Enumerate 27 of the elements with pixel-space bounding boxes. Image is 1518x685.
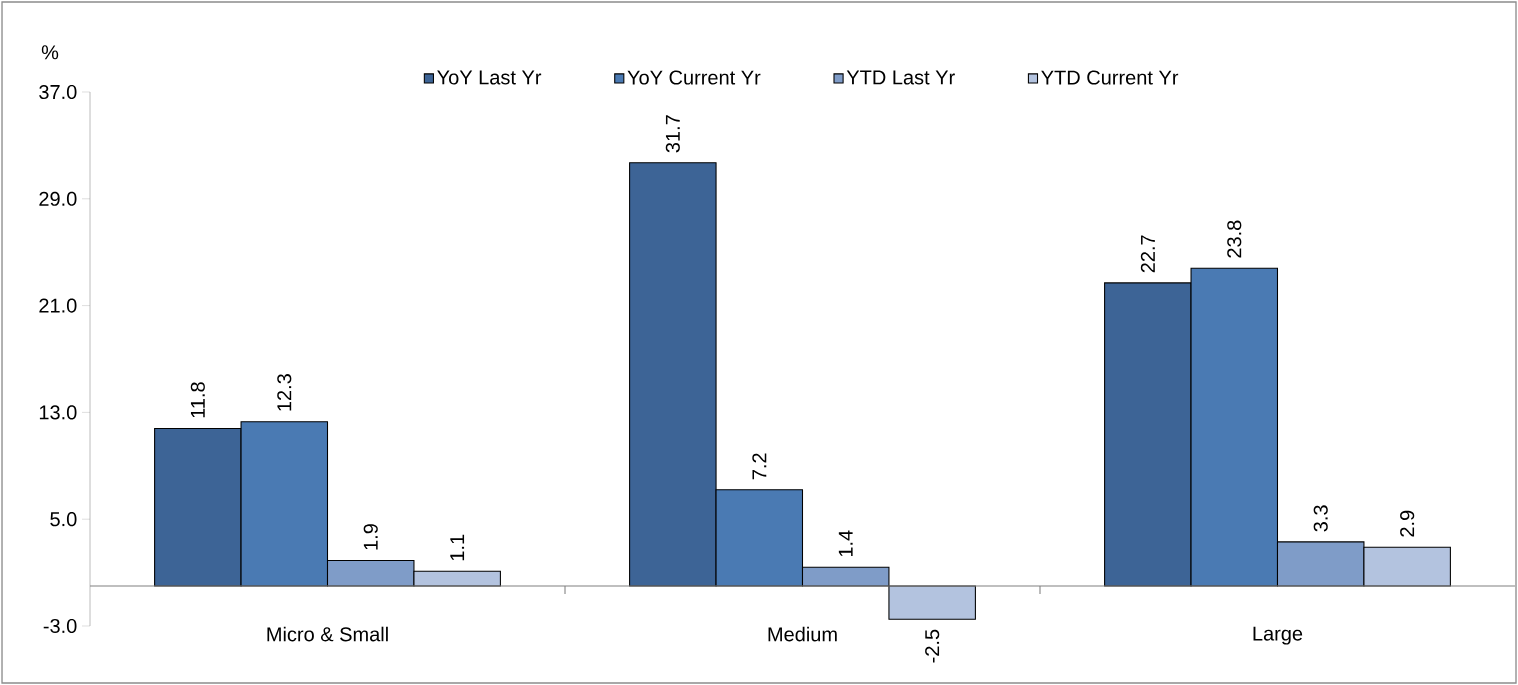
legend-label: YTD Current Yr	[1041, 70, 1179, 85]
data-label: 12.3	[277, 374, 292, 411]
y-tick-label: 13.0	[39, 405, 77, 420]
data-label: 22.7	[1140, 235, 1155, 273]
data-label: 1.4	[838, 530, 853, 557]
data-label: 3.3	[1313, 505, 1328, 532]
data-label: 23.8	[1227, 220, 1242, 258]
data-label: 1.1	[450, 534, 465, 561]
y-axis-title: %	[41, 45, 59, 60]
legend-label: YTD Last Yr	[846, 70, 955, 85]
y-tick-label: 37.0	[39, 84, 77, 100]
data-label: 31.7	[665, 115, 680, 153]
bar	[888, 585, 976, 620]
legend-label: YoY Last Yr	[437, 70, 542, 85]
y-tick-label: 5.0	[50, 512, 77, 527]
data-label: 11.8	[190, 382, 205, 418]
legend-label: YoY Current Yr	[627, 70, 761, 85]
y-tick-label: -3.0	[43, 618, 77, 634]
y-tick-label: 29.0	[39, 191, 77, 206]
data-label: 1.9	[363, 524, 378, 550]
data-label: 7.2	[752, 453, 767, 480]
y-tick-label: 21.0	[39, 298, 77, 313]
x-tick-label: Micro & Small	[267, 626, 388, 642]
data-label: -2.5	[925, 629, 940, 663]
data-label: 2.9	[1400, 510, 1415, 537]
x-tick-label: Medium	[768, 626, 837, 642]
x-tick-label: Large	[1253, 626, 1303, 645]
